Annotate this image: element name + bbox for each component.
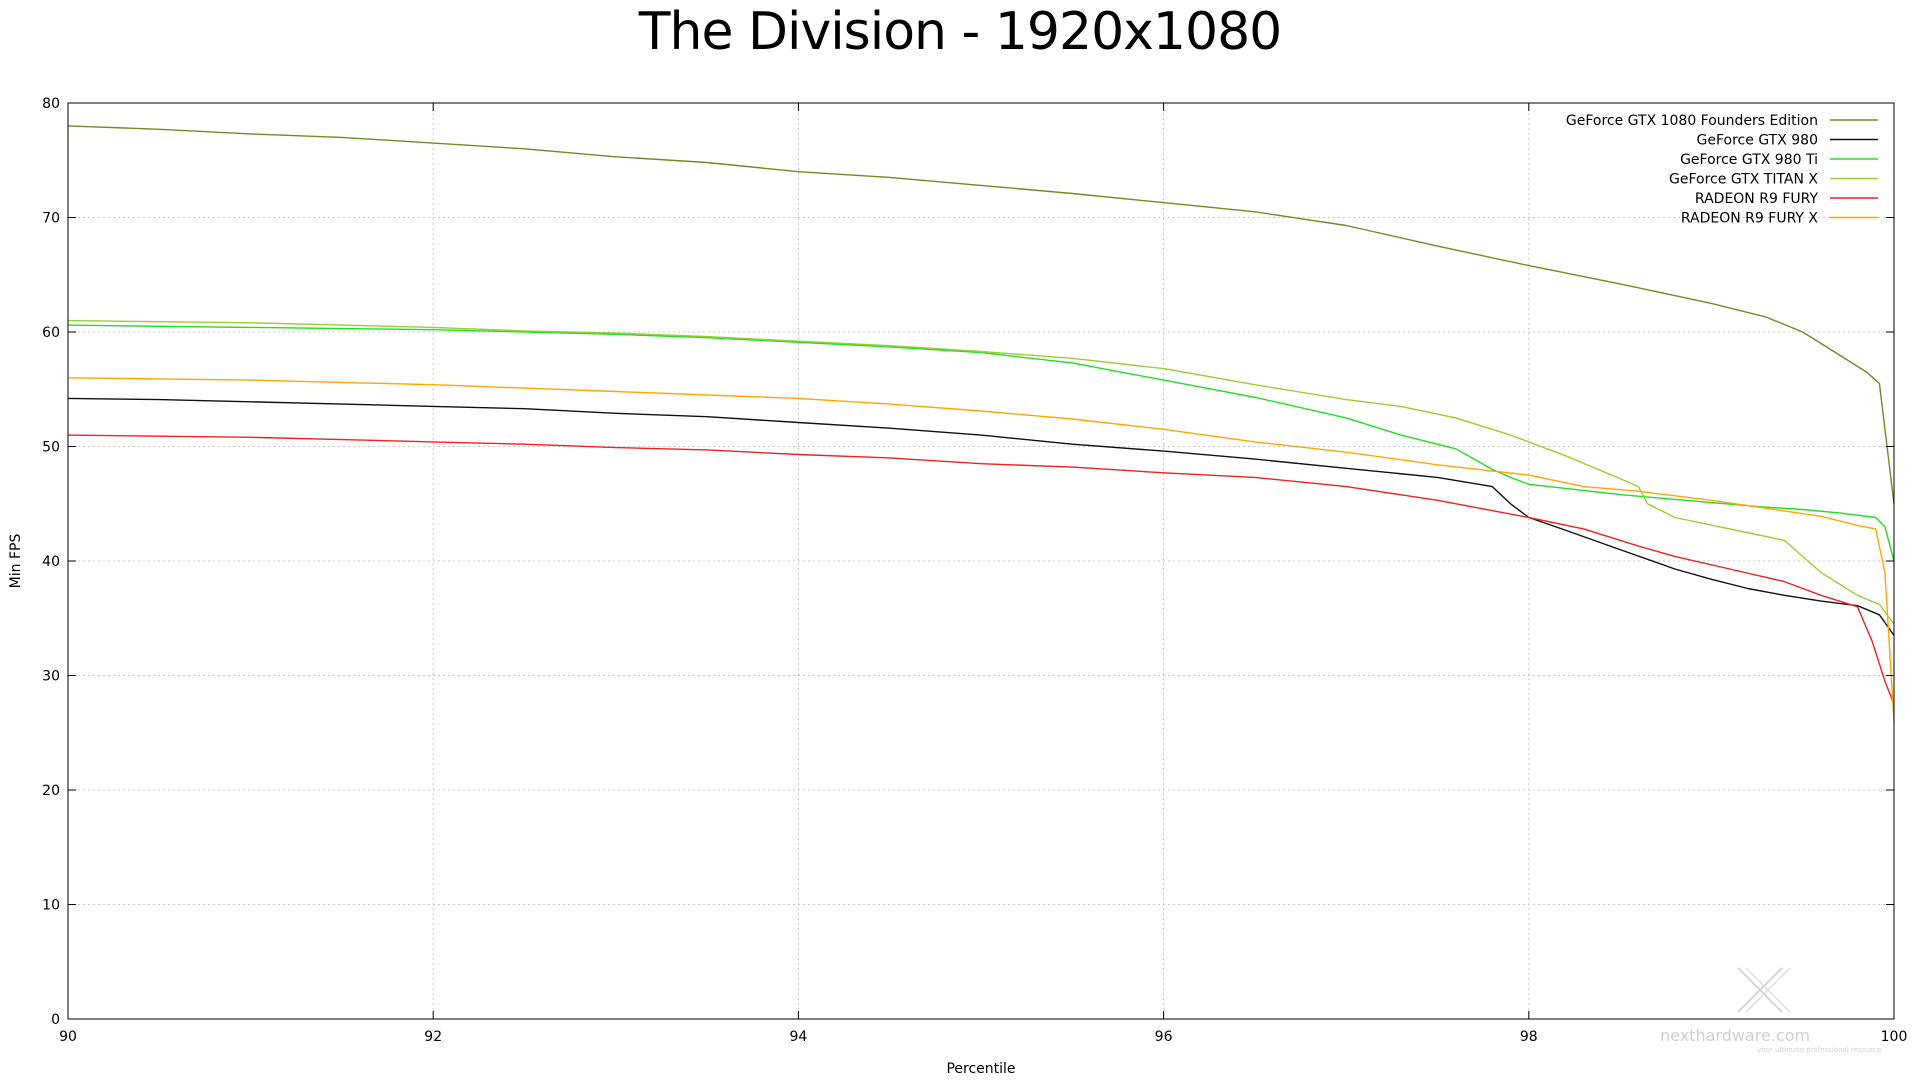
legend-label: GeForce GTX 1080 Founders Edition: [1566, 113, 1818, 129]
watermark-tagline: your ultimate professional resource: [1757, 1046, 1881, 1054]
series-line-5: [67, 434, 1895, 705]
axis-ticks: 90 92 94 96 98 100 0 10 20 30 40 50 60 70 80: [42, 96, 1907, 1045]
y-tick-label: 40: [42, 554, 60, 570]
watermark-logo-icon: [1737, 967, 1791, 1013]
series-line-4: [67, 319, 1895, 625]
legend-label: GeForce GTX 980: [1697, 133, 1818, 149]
series-lines: [67, 125, 1895, 722]
legend-label: RADEON R9 FURY X: [1681, 211, 1819, 227]
y-tick-label: 30: [42, 669, 60, 685]
series-line-6: [67, 377, 1895, 722]
series-line-2: [67, 397, 1895, 636]
y-tick-label: 80: [42, 96, 60, 112]
x-tick-label: 98: [1520, 1029, 1538, 1045]
legend-label: RADEON R9 FURY: [1695, 191, 1819, 207]
legend: GeForce GTX 1080 Founders Edition GeForce…: [1566, 113, 1878, 227]
chart-title: The Division - 1920x1080: [638, 2, 1283, 62]
watermark-brand: nexthardware.com: [1660, 1026, 1810, 1045]
x-tick-label: 94: [789, 1029, 807, 1045]
grid: [68, 103, 1894, 1019]
x-tick-label: 100: [1881, 1029, 1908, 1045]
y-tick-label: 70: [42, 211, 60, 227]
watermark: nexthardware.com your ultimate professio…: [1660, 967, 1881, 1054]
y-axis-label: Min FPS: [8, 534, 24, 589]
x-tick-label: 92: [424, 1029, 442, 1045]
y-tick-label: 60: [42, 325, 60, 341]
series-line-3: [67, 324, 1895, 562]
y-tick-label: 50: [42, 440, 60, 456]
series-line-1: [67, 125, 1895, 504]
plot-frame: [67, 102, 1895, 1020]
legend-label: GeForce GTX 980 Ti: [1680, 152, 1818, 168]
y-tick-label: 20: [42, 783, 60, 799]
legend-label: GeForce GTX TITAN X: [1669, 172, 1818, 188]
x-tick-label: 90: [59, 1029, 77, 1045]
x-tick-label: 96: [1155, 1029, 1173, 1045]
y-tick-label: 0: [51, 1012, 60, 1028]
y-tick-label: 10: [42, 898, 60, 914]
x-axis-label: Percentile: [946, 1061, 1015, 1077]
